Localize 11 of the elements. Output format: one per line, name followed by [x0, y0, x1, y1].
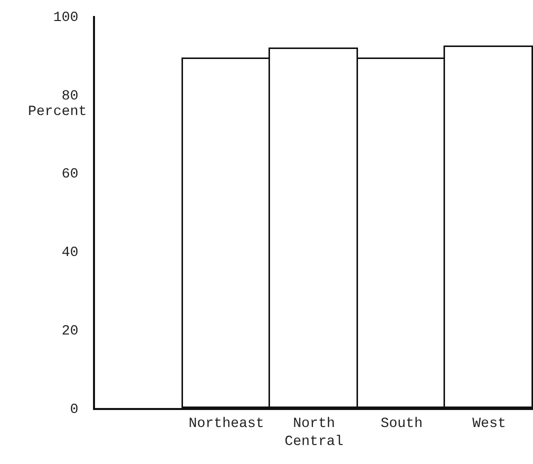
- x-tick-label: Northeast: [188, 416, 264, 432]
- y-tick-label: 80: [62, 88, 78, 104]
- y-axis-title: Percent: [28, 104, 87, 120]
- x-tick-label: West: [472, 416, 506, 432]
- y-tick-label: 20: [62, 324, 78, 340]
- y-tick-label: 60: [62, 166, 78, 183]
- y-tick-label: 100: [53, 10, 78, 26]
- x-tick-label: North Central: [284, 416, 344, 450]
- y-tick-label: 40: [62, 245, 78, 262]
- x-tick-label: South: [380, 416, 423, 432]
- y-tick-label: 0: [70, 402, 78, 418]
